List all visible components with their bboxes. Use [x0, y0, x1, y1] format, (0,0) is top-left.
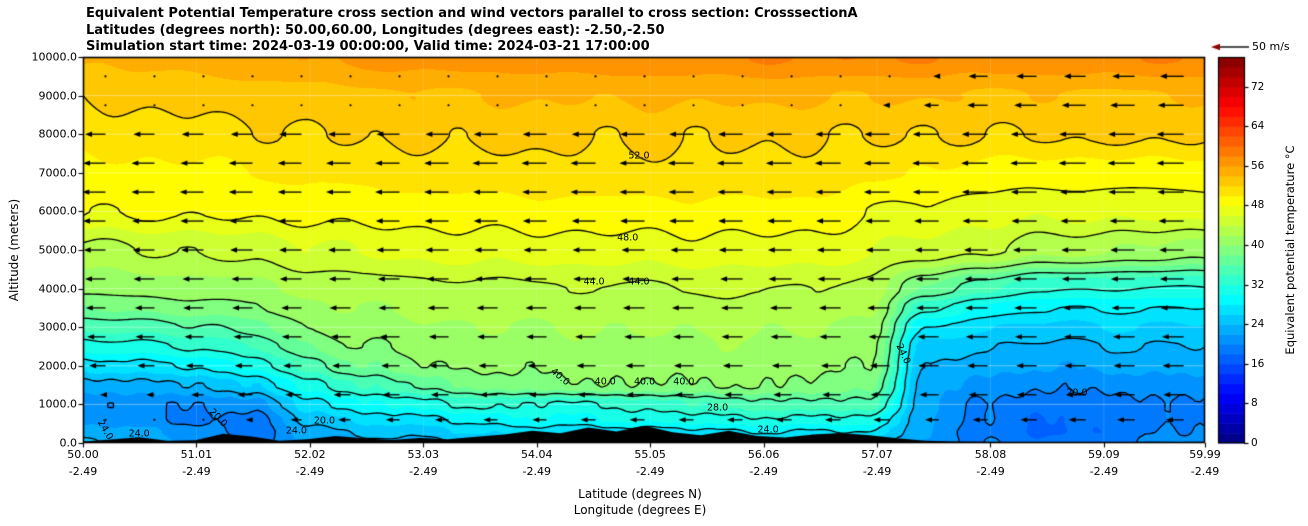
x-tick-latitude-label: 55.05: [634, 448, 666, 461]
colorbar-tick-label: 8: [1251, 397, 1258, 410]
contour-label: 40.0: [633, 376, 656, 388]
x-tick-longitude-label: -2.49: [295, 465, 325, 478]
contour-label: 24.0: [128, 428, 150, 440]
x-tick-longitude-label: -2.49: [749, 465, 778, 478]
y-tick-label: 4000.0: [38, 282, 78, 296]
colorbar-tick-label: 64: [1251, 120, 1265, 133]
x-tick-longitude-label: -2.49: [68, 465, 98, 478]
x-tick-latitude-label: 57.07: [861, 448, 893, 461]
x-tick-latitude-label: 56.06: [747, 448, 780, 461]
y-tick-label: 0.0: [59, 436, 78, 450]
x-tick-longitude-label: -2.49: [1190, 465, 1220, 478]
colorbar-tick-label: 16: [1251, 357, 1265, 370]
contour-label: 40.0: [673, 376, 695, 388]
x-tick-longitude-label: -2.49: [1089, 465, 1119, 478]
contour-label: 28.0: [706, 402, 729, 414]
x-tick-latitude-label: 54.04: [520, 448, 553, 461]
x-tick-longitude-label: -2.49: [182, 465, 211, 478]
x-axis-label-latitude: Latitude (degrees N): [578, 487, 702, 501]
colorbar-tick-label: 32: [1251, 278, 1265, 291]
figure-title-line1: Equivalent Potential Temperature cross s…: [86, 6, 858, 21]
x-tick-latitude-label: 58.08: [974, 448, 1007, 461]
x-tick-latitude-label: 52.02: [294, 448, 326, 461]
wind-legend-label: 50 m/s: [1252, 40, 1290, 53]
x-tick-longitude-label: -2.49: [976, 465, 1005, 478]
contour-label: 24.0: [757, 424, 779, 436]
x-tick-latitude-label: 59.99: [1189, 448, 1221, 461]
figure-title-line2: Latitudes (degrees north): 50.00,60.00, …: [86, 22, 665, 38]
contour-label: 20.0: [1066, 387, 1088, 399]
contour-label: 44.0: [628, 276, 650, 288]
y-tick-label: 9000.0: [38, 89, 78, 103]
x-tick-latitude-label: 50.00: [67, 448, 99, 461]
colorbar-tick-label: 0: [1251, 437, 1258, 449]
figure-title-block: Equivalent Potential Temperature cross s…: [86, 6, 858, 56]
contour-label: 48.0: [617, 232, 639, 244]
x-tick-latitude-label: 51.01: [180, 448, 213, 461]
y-tick-label: 2000.0: [38, 359, 78, 373]
contour-label: 20.0: [313, 415, 336, 427]
y-tick-label: 10000.0: [31, 50, 78, 64]
colorbar-tick-label: 56: [1251, 159, 1265, 172]
contour-label: 24.0: [285, 425, 307, 437]
figure-title-line3: Simulation start time: 2024-03-19 00:00:…: [86, 39, 650, 54]
x-tick-longitude-label: -2.49: [409, 465, 438, 478]
x-axis-label-longitude: Longitude (degrees E): [573, 503, 707, 517]
y-tick-label: 5000.0: [38, 243, 78, 257]
contour-label: 52.0: [628, 150, 650, 162]
x-tick-longitude-label: -2.49: [862, 465, 892, 478]
contour-label: 40.0: [594, 376, 616, 388]
contour-label: 44.0: [583, 276, 605, 288]
y-tick-label: 1000.0: [38, 397, 78, 411]
y-axis-label: Altitude (meters): [7, 198, 21, 302]
x-tick-longitude-label: -2.49: [635, 465, 665, 478]
x-tick-latitude-label: 53.03: [407, 448, 440, 461]
colorbar-tick-label: 40: [1251, 239, 1265, 252]
y-tick-label: 6000.0: [38, 204, 78, 218]
x-tick-latitude-label: 59.09: [1088, 448, 1120, 461]
y-tick-label: 8000.0: [38, 127, 78, 141]
y-tick-label: 3000.0: [38, 320, 78, 334]
x-tick-longitude-label: -2.49: [522, 465, 551, 478]
colorbar-tick-label: 24: [1251, 318, 1265, 331]
colorbar-label: Equivalent potential temperature °C: [1283, 145, 1297, 355]
y-tick-label: 7000.0: [38, 166, 78, 180]
colorbar-tick-label: 72: [1251, 80, 1265, 93]
colorbar-tick-label: 48: [1251, 199, 1265, 212]
